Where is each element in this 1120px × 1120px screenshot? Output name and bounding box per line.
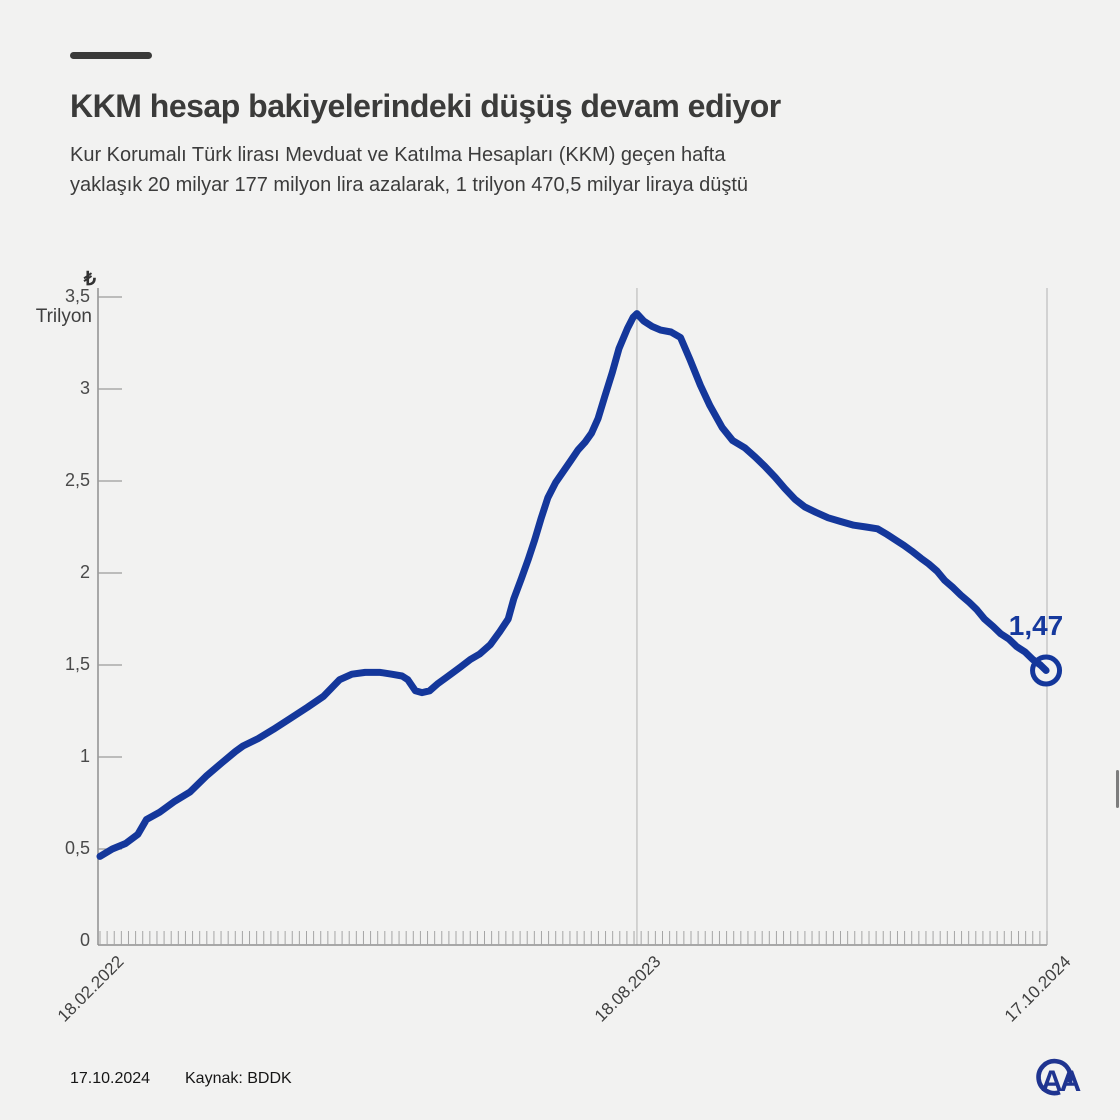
footer-source: Kaynak: BDDK [185,1070,292,1087]
y-axis-unit-label: Trilyon [35,306,92,327]
header-accent-dash [70,52,152,59]
y-axis-currency-symbol: ₺ [83,269,96,290]
y-tick-label: 1,5 [64,654,90,674]
y-tick-label: 2 [79,562,90,582]
page-subtitle: Kur Korumalı Türk lirası Mevduat ve Katı… [70,140,910,200]
last-value-data-label: 1,47 [1008,610,1064,641]
footer-date: 17.10.2024 [70,1070,151,1087]
scrollbar-thumb[interactable] [1116,770,1119,808]
subtitle-line-2: yaklaşık 20 milyar 177 milyon lira azala… [70,174,749,196]
y-tick-label: 3,5 [64,286,90,306]
page-title: KKM hesap bakiyelerindeki düşüş devam ed… [70,88,781,124]
y-tick-label: 1 [79,746,90,766]
anadolu-agency-logo: AA [1036,1058,1084,1098]
y-tick-label: 3 [79,378,90,398]
y-tick-label: 0,5 [64,838,90,858]
end-marker-ring [1030,654,1063,687]
kkm-series-line [96,310,1050,860]
subtitle-line-1: Kur Korumalı Türk lirası Mevduat ve Katı… [70,144,726,166]
y-tick-label: 0 [79,930,90,950]
logo-letters: AA [1041,1065,1081,1098]
y-tick-label: 2,5 [64,470,90,490]
